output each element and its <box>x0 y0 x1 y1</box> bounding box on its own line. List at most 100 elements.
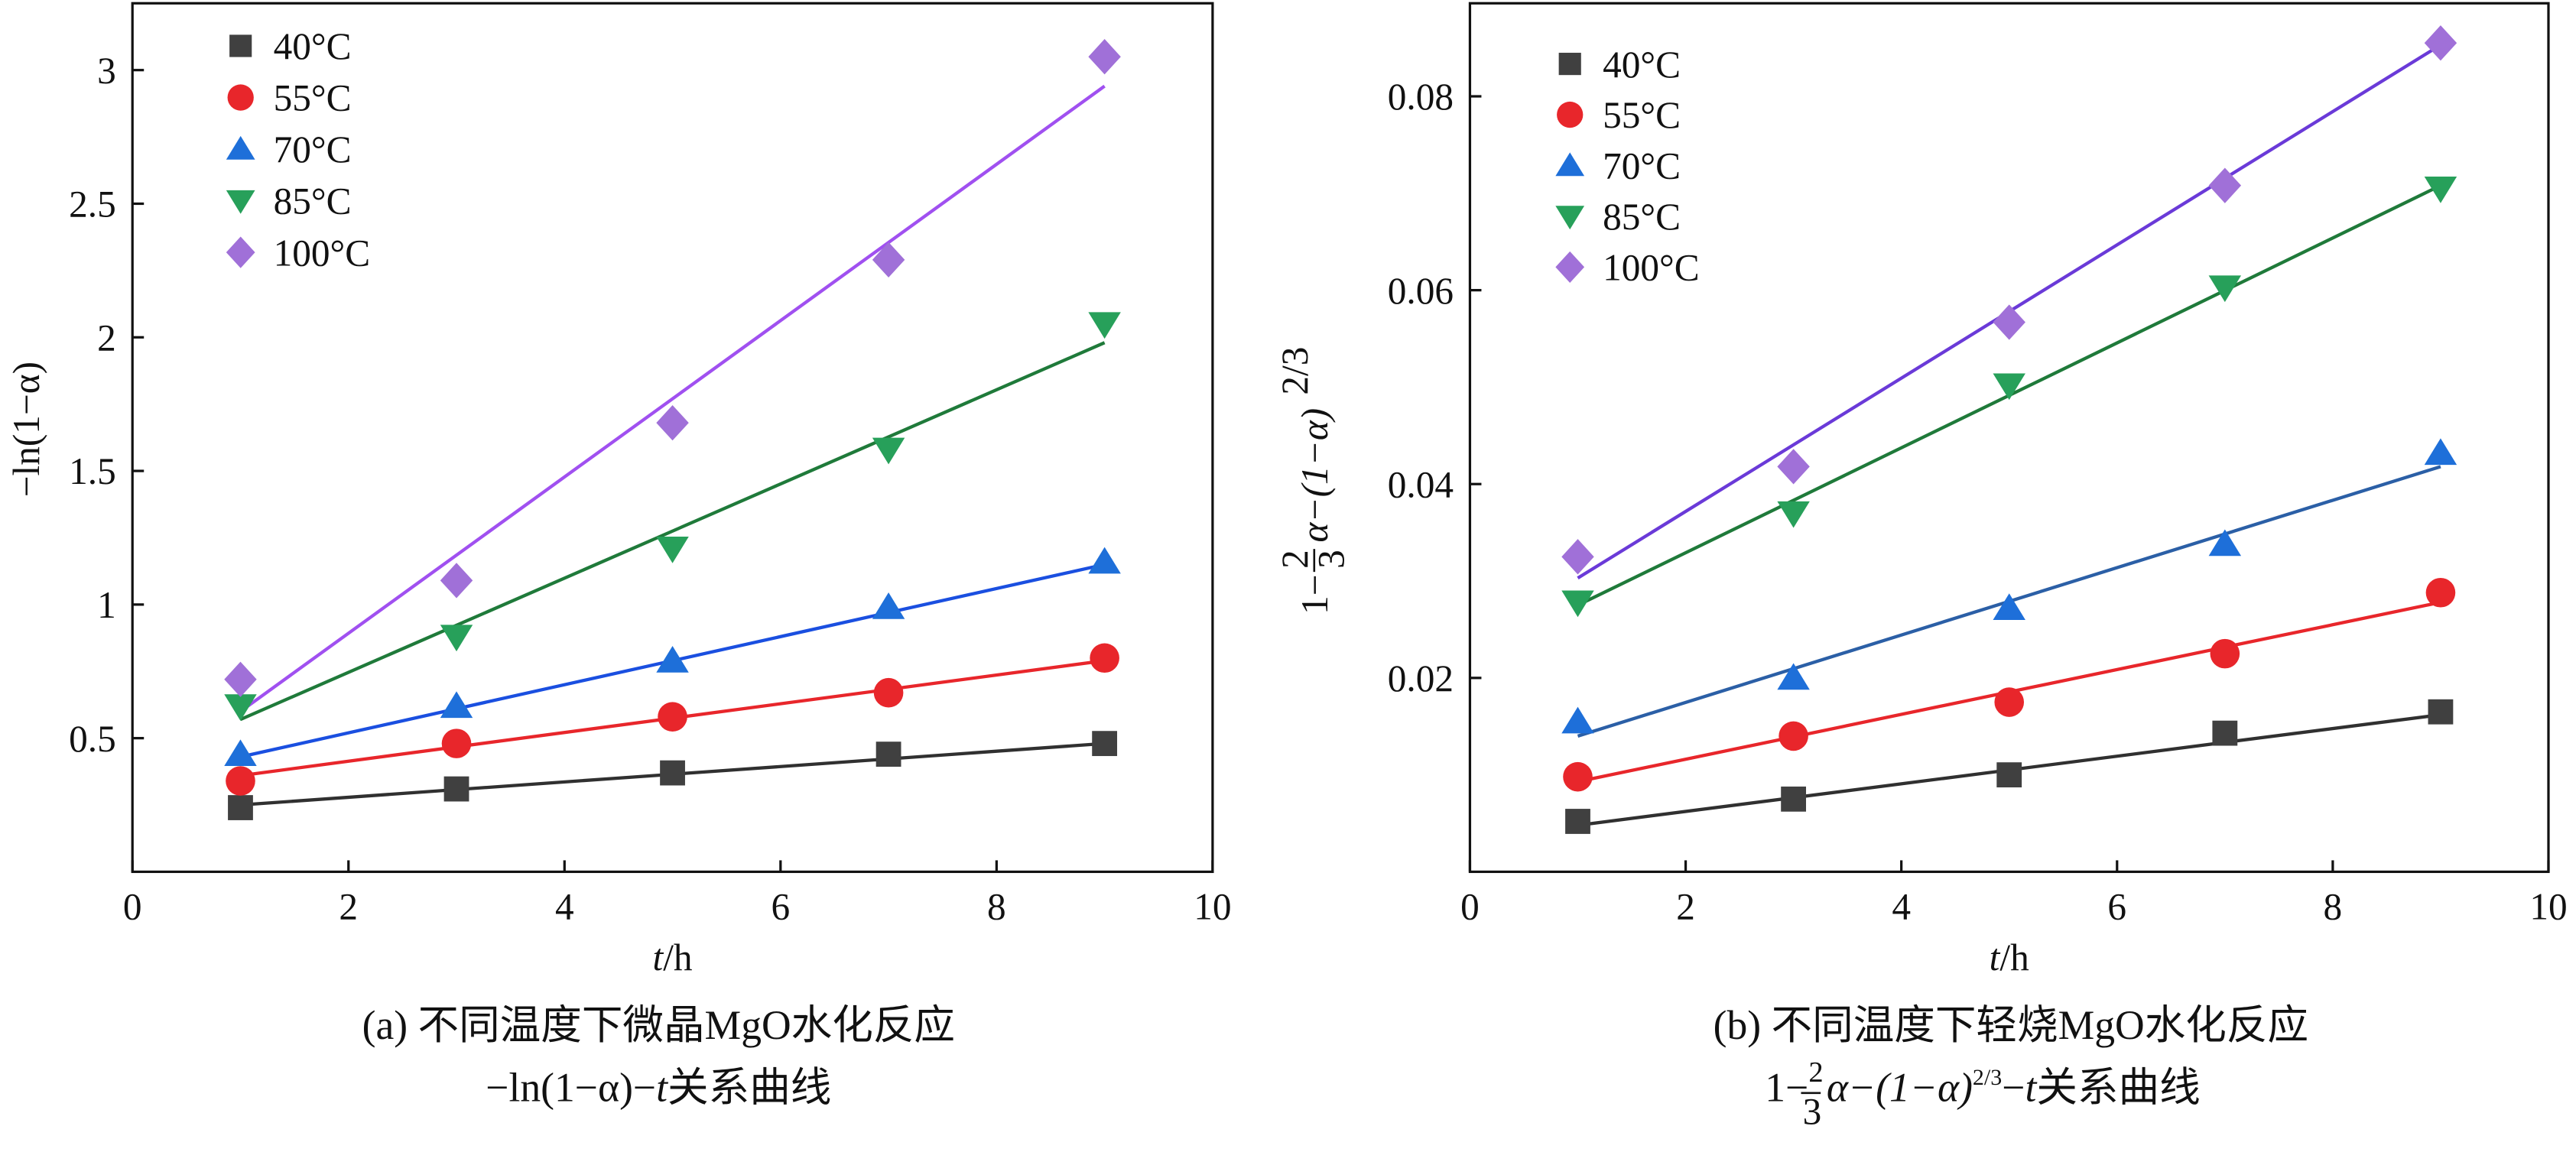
marker <box>226 135 255 160</box>
y-tick-label: 0.06 <box>1388 270 1454 312</box>
marker <box>660 760 685 786</box>
marker <box>228 795 253 820</box>
x-tick-label: 6 <box>2107 886 2126 928</box>
x-tick-label: 8 <box>2324 886 2343 928</box>
caption-den: 3 <box>1803 1091 1822 1133</box>
marker <box>658 702 687 732</box>
y-tick-label: 0.5 <box>69 718 116 760</box>
marker <box>656 404 689 441</box>
marker <box>2424 177 2457 203</box>
marker <box>1996 762 2022 788</box>
marker <box>226 766 255 796</box>
marker <box>1565 809 1590 834</box>
caption-part: t <box>656 1065 668 1111</box>
x-tick-label: 2 <box>339 886 358 928</box>
marker <box>1561 590 1594 618</box>
marker <box>1994 687 2025 717</box>
legend-label: 70°C <box>1603 145 1681 187</box>
marker <box>656 645 689 673</box>
marker <box>229 34 252 57</box>
y-label-sup: 2/3 <box>1274 347 1316 395</box>
marker <box>872 242 905 278</box>
x-label-italic: t <box>1990 936 2001 978</box>
marker <box>441 729 472 758</box>
legend-label: 100°C <box>274 232 371 274</box>
caption-part: −ln(1−α)− <box>486 1065 656 1111</box>
x-tick-label: 10 <box>1194 886 1231 928</box>
marker <box>2425 577 2456 608</box>
y-label-den: 3 <box>1310 550 1352 569</box>
caption-part: α−(1−α) <box>1827 1065 1973 1111</box>
y-label-num: 2 <box>1274 550 1316 569</box>
marker <box>872 592 905 619</box>
marker <box>1777 449 1810 485</box>
marker <box>227 84 254 111</box>
legend-label: 40°C <box>1603 44 1681 86</box>
marker <box>1558 53 1581 76</box>
marker <box>1555 206 1585 230</box>
x-label-unit: /h <box>663 936 692 978</box>
marker <box>2428 699 2454 725</box>
marker <box>1563 761 1593 792</box>
plot-frame <box>1468 2 2550 874</box>
marker <box>226 236 255 268</box>
marker <box>1993 373 2025 401</box>
caption: 1−2 α−(1−α)2/3−t关系曲线 <box>1765 1056 2200 1111</box>
x-tick-label: 0 <box>1460 886 1480 928</box>
marker <box>2212 720 2238 746</box>
marker <box>1088 39 1121 75</box>
marker <box>226 190 255 214</box>
caption-part: 关系曲线 <box>668 1065 831 1111</box>
legend-label: 85°C <box>274 180 352 222</box>
y-axis-label: 1− 23 α−(1−α) 2/3 <box>1274 347 1352 615</box>
marker <box>1777 501 1810 528</box>
fit-line <box>239 84 1106 713</box>
x-axis-label: t/h <box>1990 936 2029 978</box>
y-tick-label: 2.5 <box>69 183 116 226</box>
caption: −ln(1−α)−t关系曲线 <box>486 1065 831 1111</box>
marker <box>1993 304 2025 340</box>
y-tick-label: 2 <box>97 316 116 359</box>
marker <box>1090 643 1119 673</box>
marker <box>440 691 473 719</box>
marker <box>2424 25 2457 61</box>
y-tick-label: 3 <box>97 50 116 92</box>
marker <box>1088 312 1121 339</box>
x-tick-label: 6 <box>771 886 790 928</box>
legend-label: 85°C <box>1603 196 1681 238</box>
marker <box>872 437 905 465</box>
x-tick-label: 8 <box>987 886 1006 928</box>
marker <box>2424 438 2457 466</box>
y-label-part: α−(1−α) <box>1294 408 1336 543</box>
caption-part: − <box>2002 1065 2025 1111</box>
x-label-unit: /h <box>1999 936 2029 978</box>
x-tick-label: 4 <box>555 886 574 928</box>
marker <box>656 537 689 563</box>
marker <box>1781 786 1807 812</box>
y-label-part: 1− <box>1294 574 1336 614</box>
marker <box>1092 731 1118 757</box>
legend-label: 55°C <box>274 77 352 119</box>
x-tick-label: 10 <box>2529 886 2567 928</box>
marker <box>2208 529 2242 557</box>
caption-part: 1− <box>1765 1065 1808 1111</box>
legend-label: 40°C <box>274 25 352 67</box>
legend-label: 70°C <box>274 128 352 170</box>
marker <box>1557 101 1584 128</box>
marker <box>1555 152 1585 177</box>
marker <box>2208 275 2242 303</box>
caption-part: t <box>2025 1065 2038 1111</box>
marker <box>224 694 257 721</box>
marker <box>873 677 904 708</box>
marker <box>1555 251 1585 283</box>
fit-line <box>239 341 1106 722</box>
y-tick-label: 1.5 <box>69 450 116 492</box>
y-tick-label: 0.04 <box>1388 463 1454 505</box>
marker <box>440 563 473 599</box>
caption: (b) 不同温度下轻烧MgO水化反应 <box>1714 1002 2308 1048</box>
legend-label: 100°C <box>1603 247 1700 289</box>
caption: (a) 不同温度下微晶MgO水化反应 <box>362 1002 955 1048</box>
marker <box>440 625 473 652</box>
